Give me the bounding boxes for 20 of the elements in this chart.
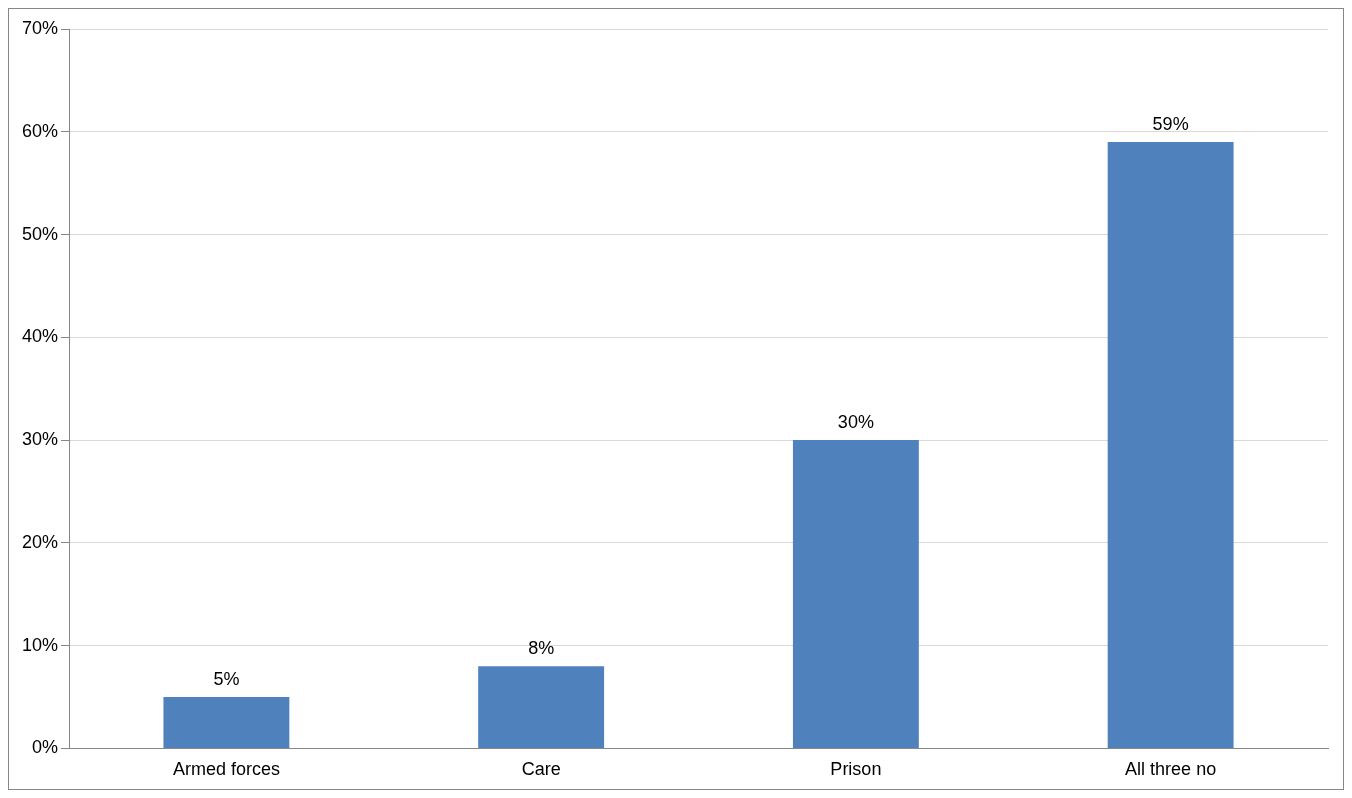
x-tick-label: Prison (830, 759, 882, 780)
y-tick-label: 40% (22, 326, 59, 347)
data-label: 8% (528, 638, 555, 659)
bar (1107, 142, 1234, 748)
y-tick-label: 70% (22, 17, 59, 38)
data-label: 59% (1152, 114, 1189, 135)
bar (163, 697, 290, 748)
bar (478, 666, 605, 748)
x-tick-label: All three no (1125, 759, 1217, 780)
y-tick-label: 50% (22, 223, 59, 244)
bar (792, 440, 919, 748)
x-tick-label: Care (521, 759, 561, 780)
data-label: 30% (837, 412, 874, 433)
y-tick-label: 30% (22, 429, 59, 450)
y-tick-label: 60% (22, 120, 59, 141)
y-tick-label: 20% (22, 531, 59, 552)
data-label: 5% (213, 668, 240, 689)
y-tick-label: 0% (32, 737, 59, 758)
x-tick-label: Armed forces (172, 759, 280, 780)
y-tick-label: 10% (22, 634, 59, 655)
